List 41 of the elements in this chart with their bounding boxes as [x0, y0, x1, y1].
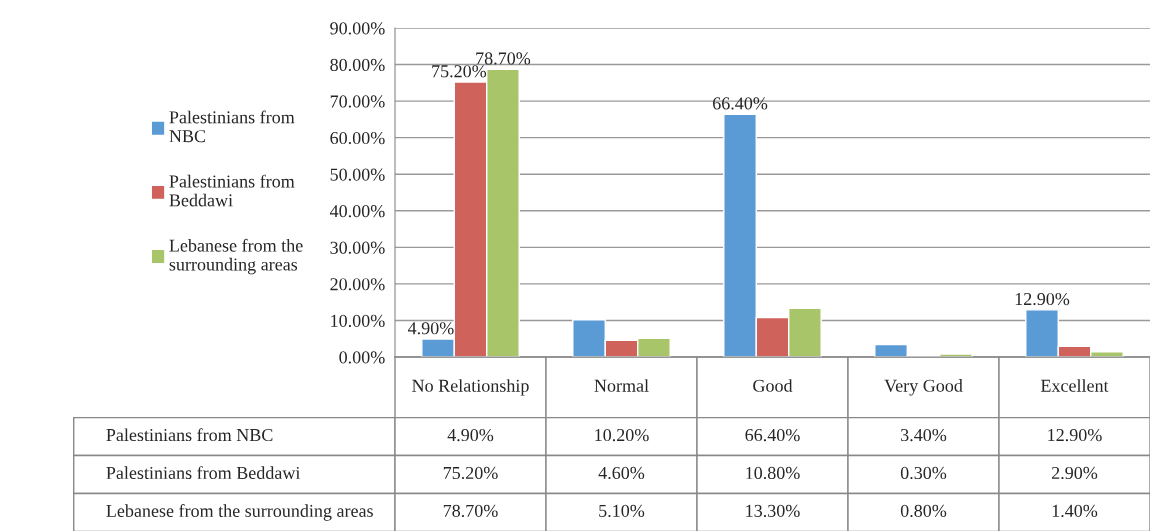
- data-label: 10.80%: [746, 466, 800, 480]
- data-label: 75.20%: [443, 466, 498, 480]
- data-label: 2.90%: [1051, 466, 1098, 480]
- y-tick-label: 70.00%: [330, 95, 385, 108]
- y-tick-label: 40.00%: [329, 205, 385, 218]
- data-label: 1.40%: [1052, 504, 1098, 518]
- data-label: 0.80%: [900, 504, 947, 518]
- data-label: 0.30%: [900, 466, 947, 480]
- y-tick-label: 90.00%: [330, 22, 385, 35]
- data-label: 10.20%: [595, 428, 649, 442]
- data-label: 12.90%: [1048, 428, 1102, 442]
- x-tick-label: Good: [753, 379, 793, 392]
- legend-label: Palestinians from NBC: [169, 110, 295, 143]
- annotation: 78.70%: [476, 52, 531, 65]
- y-tick-label: 30.00%: [330, 241, 385, 254]
- annotation: 4.90%: [407, 322, 454, 335]
- y-tick-label: 0.00%: [339, 351, 385, 364]
- text: Palestinians from Beddawi: [106, 466, 301, 480]
- x-tick-label: No Relationship: [412, 379, 529, 396]
- annotation: 66.40%: [712, 97, 768, 110]
- data-label: 66.40%: [745, 428, 800, 442]
- data-label: 4.90%: [447, 428, 494, 442]
- legend-label: Lebanese from the surrounding areas: [169, 238, 303, 275]
- x-tick-label: Excellent: [1040, 379, 1109, 392]
- y-tick-label: 80.00%: [330, 58, 385, 72]
- text: Lebanese from the surrounding areas: [106, 504, 373, 521]
- x-tick-label: Very Good: [884, 379, 963, 396]
- text: Palestinians from NBC: [106, 428, 273, 442]
- y-tick-label: 50.00%: [330, 168, 385, 181]
- legend-label: Palestinians from Beddawi: [169, 174, 295, 207]
- data-label: 3.40%: [901, 428, 947, 442]
- y-tick-label: 20.00%: [330, 278, 385, 291]
- data-label: 13.30%: [746, 504, 800, 518]
- annotation: 75.20%: [432, 65, 487, 78]
- x-tick-label: Normal: [594, 379, 649, 392]
- data-label: 4.60%: [598, 466, 645, 480]
- y-tick-label: 60.00%: [330, 131, 385, 145]
- data-label: 78.70%: [443, 504, 498, 518]
- y-tick-label: 10.00%: [331, 314, 385, 327]
- annotation: 12.90%: [1015, 292, 1070, 306]
- data-label: 5.10%: [599, 504, 645, 518]
